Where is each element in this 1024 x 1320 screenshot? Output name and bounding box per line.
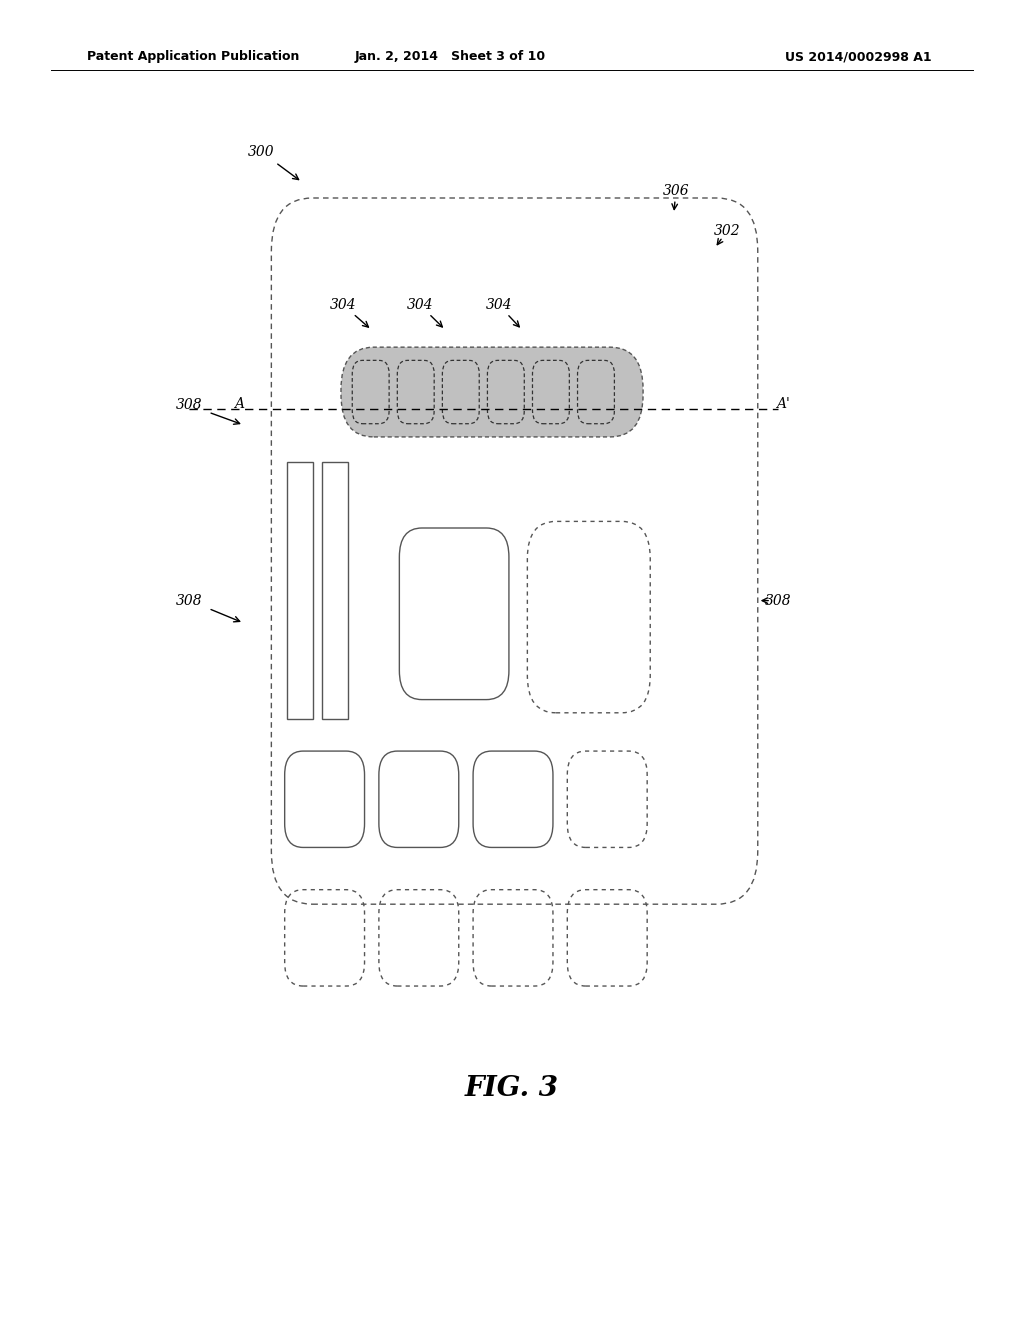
Text: US 2014/0002998 A1: US 2014/0002998 A1 <box>785 50 932 63</box>
Text: 304: 304 <box>330 298 356 312</box>
Text: A': A' <box>776 397 791 411</box>
Text: A: A <box>233 397 244 411</box>
Text: Patent Application Publication: Patent Application Publication <box>87 50 299 63</box>
Text: Jan. 2, 2014   Sheet 3 of 10: Jan. 2, 2014 Sheet 3 of 10 <box>355 50 546 63</box>
FancyBboxPatch shape <box>341 347 643 437</box>
Bar <box>287 462 313 719</box>
Bar <box>322 462 348 719</box>
Text: 304: 304 <box>407 298 433 312</box>
Text: 302: 302 <box>714 224 740 238</box>
Text: 308: 308 <box>176 399 203 412</box>
Text: 308: 308 <box>176 594 203 607</box>
FancyBboxPatch shape <box>271 198 758 904</box>
Text: 306: 306 <box>663 185 689 198</box>
Text: 304: 304 <box>485 298 512 312</box>
Text: 308: 308 <box>765 594 792 607</box>
Text: FIG. 3: FIG. 3 <box>465 1076 559 1102</box>
Text: 300: 300 <box>248 145 274 158</box>
